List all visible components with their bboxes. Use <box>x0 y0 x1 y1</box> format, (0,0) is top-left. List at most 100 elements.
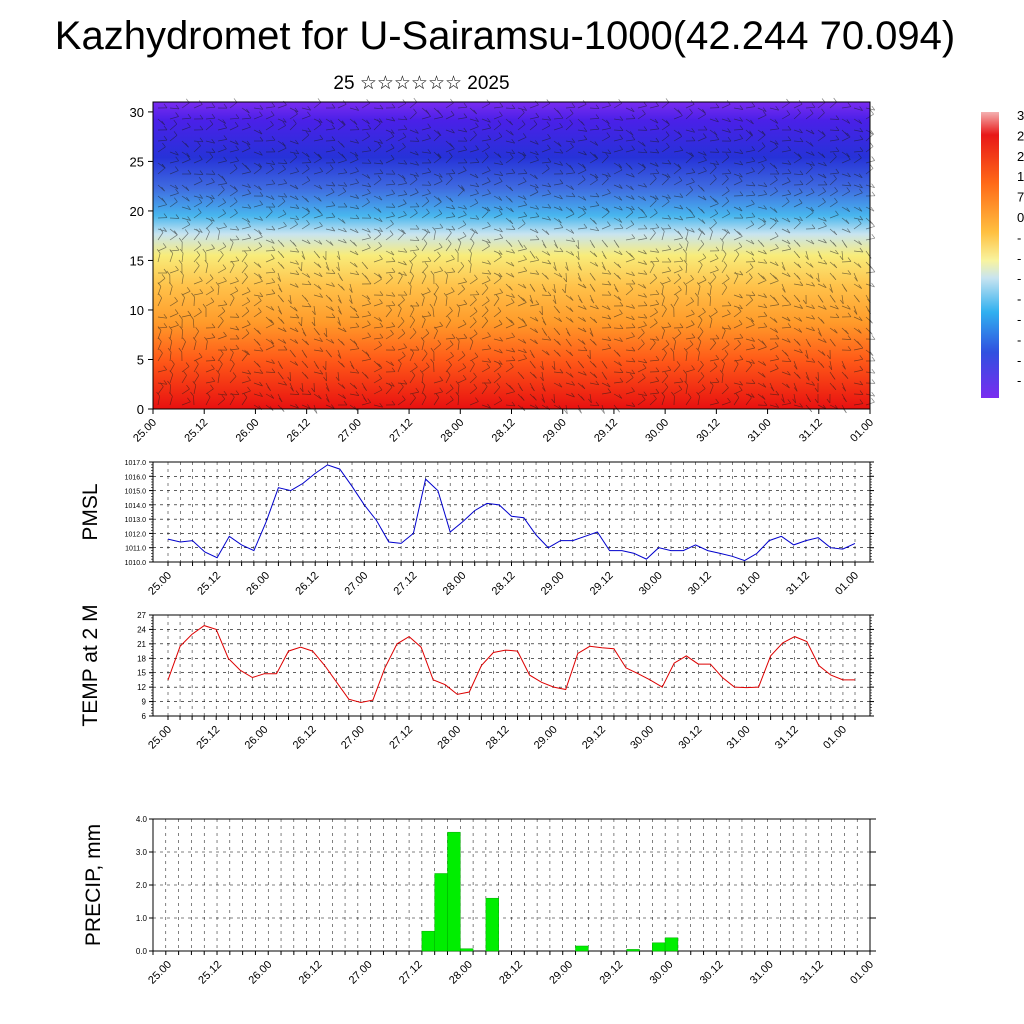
wind-barb <box>697 243 705 252</box>
wind-barb-flag <box>822 131 826 136</box>
wind-barb <box>445 364 452 373</box>
wind-barb-flag <box>689 185 693 191</box>
wind-barb <box>289 283 299 288</box>
wind-barb-flag <box>342 120 346 125</box>
wind-barb <box>445 129 455 134</box>
wind-barb-flag <box>763 205 767 210</box>
wind-barb-flag <box>629 284 634 290</box>
wind-barb-flag <box>317 285 322 290</box>
wind-barb-flag <box>750 220 755 225</box>
wind-barb <box>325 305 334 311</box>
wind-barb-flag <box>487 332 491 337</box>
wind-barb <box>769 247 779 252</box>
wind-barb <box>841 184 852 187</box>
wind-barb-flag <box>280 374 284 380</box>
wind-barb-flag <box>209 197 214 202</box>
wind-barb <box>721 253 727 263</box>
wind-barb <box>217 139 227 142</box>
wind-barb <box>445 243 452 252</box>
wind-barb-flag <box>271 368 276 373</box>
wind-barb-flag <box>439 223 444 229</box>
wind-barb-flag <box>643 148 648 154</box>
wind-barb-flag <box>437 153 441 159</box>
wind-barb <box>229 117 240 120</box>
wind-barb <box>469 278 478 285</box>
wind-barb-flag <box>377 142 382 147</box>
wind-barb-flag <box>192 380 197 386</box>
wind-barb <box>565 106 576 109</box>
wind-barb-flag <box>781 266 786 271</box>
wind-barb <box>421 332 430 340</box>
wind-barb <box>769 358 779 362</box>
wind-barb-flag <box>871 391 875 397</box>
wind-barb-flag <box>543 331 548 336</box>
wind-barb <box>445 344 454 351</box>
wind-barb <box>517 195 527 200</box>
wind-barb <box>697 279 707 285</box>
wind-barb-flag <box>343 227 347 233</box>
wind-barb <box>253 349 263 352</box>
wind-barb <box>517 157 526 164</box>
wind-barb <box>481 147 490 153</box>
wind-barb-flag <box>221 394 226 400</box>
wind-barb <box>313 214 323 219</box>
wind-barb-flag <box>328 352 332 358</box>
wind-barb-flag <box>211 333 216 338</box>
wind-barb-flag <box>727 117 731 123</box>
wind-barb <box>289 224 298 230</box>
wind-barb <box>853 192 863 197</box>
wind-barb-flag <box>593 373 598 379</box>
wind-barb <box>253 236 263 241</box>
wind-barb-flag <box>641 328 645 333</box>
y-tick-label: 2.0 <box>136 881 148 890</box>
wind-barb-flag <box>859 247 864 253</box>
wind-barb-flag <box>667 257 672 263</box>
wind-barb <box>169 170 179 175</box>
wind-barb <box>445 206 455 210</box>
wind-barb <box>409 308 415 318</box>
wind-barb-flag <box>463 145 468 151</box>
wind-barb-flag <box>474 229 478 234</box>
wind-barb-flag <box>468 248 472 254</box>
wind-barb-flag <box>367 332 371 337</box>
wind-barb <box>253 168 262 175</box>
wind-barb-flag <box>535 270 540 275</box>
wind-barb-flag <box>259 151 263 156</box>
wind-barb <box>229 149 239 153</box>
wind-barb-flag <box>185 186 190 191</box>
wind-barb-flag <box>419 369 424 375</box>
x-tick-label: 31.00 <box>735 570 763 598</box>
wind-barb-flag <box>401 328 406 334</box>
wind-barb-flag <box>828 365 833 371</box>
wind-barb <box>601 382 611 388</box>
wind-barb <box>241 254 248 263</box>
wind-barb-flag <box>859 127 864 133</box>
wind-barb-flag <box>762 373 766 378</box>
y-tick-label: 0 <box>137 402 144 417</box>
wind-barb <box>853 283 862 289</box>
wind-barb-flag <box>448 360 452 366</box>
x-tick-label: 25.00 <box>146 570 174 598</box>
wind-barb <box>553 283 556 293</box>
wind-barb-flag <box>763 190 768 195</box>
wind-barb-flag <box>826 398 831 404</box>
wind-barb <box>325 371 327 382</box>
wind-barb-flag <box>619 116 624 121</box>
wind-barb-flag <box>499 111 503 116</box>
wind-barb <box>541 137 551 142</box>
wind-barb <box>817 102 826 109</box>
wind-barb-flag <box>259 105 264 110</box>
wind-barb <box>373 206 382 213</box>
wind-barb <box>181 233 189 241</box>
wind-barb-flag <box>391 179 396 185</box>
wind-barb <box>361 201 370 208</box>
x-tick-label: 26.00 <box>244 570 272 598</box>
wind-barb <box>349 195 359 199</box>
wind-barb <box>325 205 335 208</box>
wind-barb <box>217 310 226 318</box>
wind-barb <box>229 242 234 252</box>
wind-barb-flag <box>342 327 347 333</box>
wind-barb <box>469 264 472 274</box>
wind-barb-flag <box>787 168 792 174</box>
wind-barb <box>505 323 515 329</box>
